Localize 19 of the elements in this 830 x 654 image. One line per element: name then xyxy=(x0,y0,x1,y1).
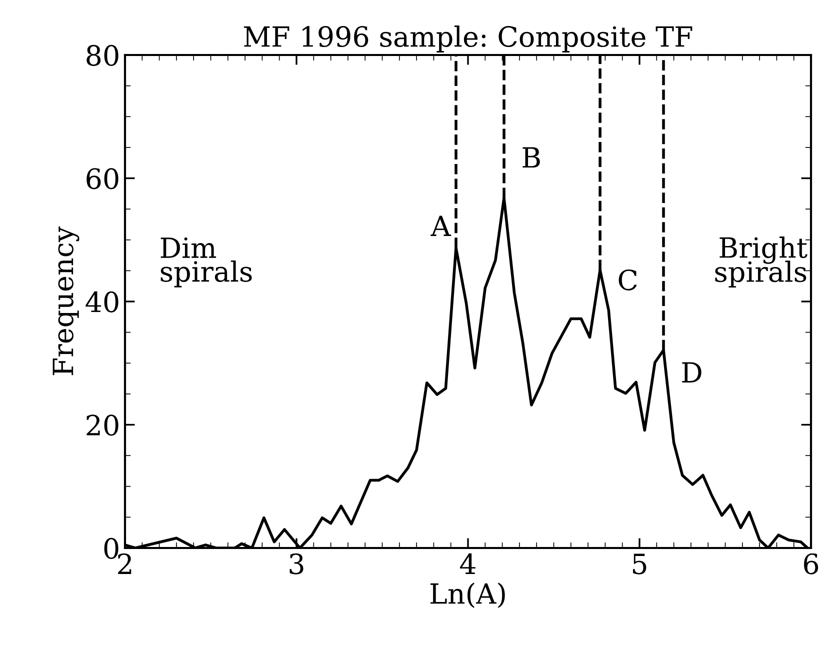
x-axis-title: Ln(A) xyxy=(430,582,505,608)
ref-line-label: A xyxy=(430,216,452,236)
y-tick-label: 60 xyxy=(86,168,118,190)
y-axis-title: Frequency xyxy=(52,226,80,376)
y-tick-label: 40 xyxy=(86,291,118,312)
x-tick-label: 2 xyxy=(118,553,132,574)
annotation: Bright spirals xyxy=(715,236,808,288)
ref-line-label: B xyxy=(522,147,540,168)
chart-title: MF 1996 sample: Composite TF xyxy=(244,26,692,52)
x-tick-label: 4 xyxy=(460,553,476,574)
x-tick-label: 3 xyxy=(290,553,304,574)
ref-line-label: D xyxy=(682,362,702,382)
y-tick-label: 0 xyxy=(104,538,118,559)
y-tick-label: 20 xyxy=(86,414,118,436)
x-tick-label: 5 xyxy=(633,554,646,574)
annotation: Dim spirals xyxy=(160,237,252,288)
ref-line-label: C xyxy=(618,269,637,290)
y-tick-label: 80 xyxy=(86,44,118,66)
x-tick-label: 6 xyxy=(804,553,818,574)
